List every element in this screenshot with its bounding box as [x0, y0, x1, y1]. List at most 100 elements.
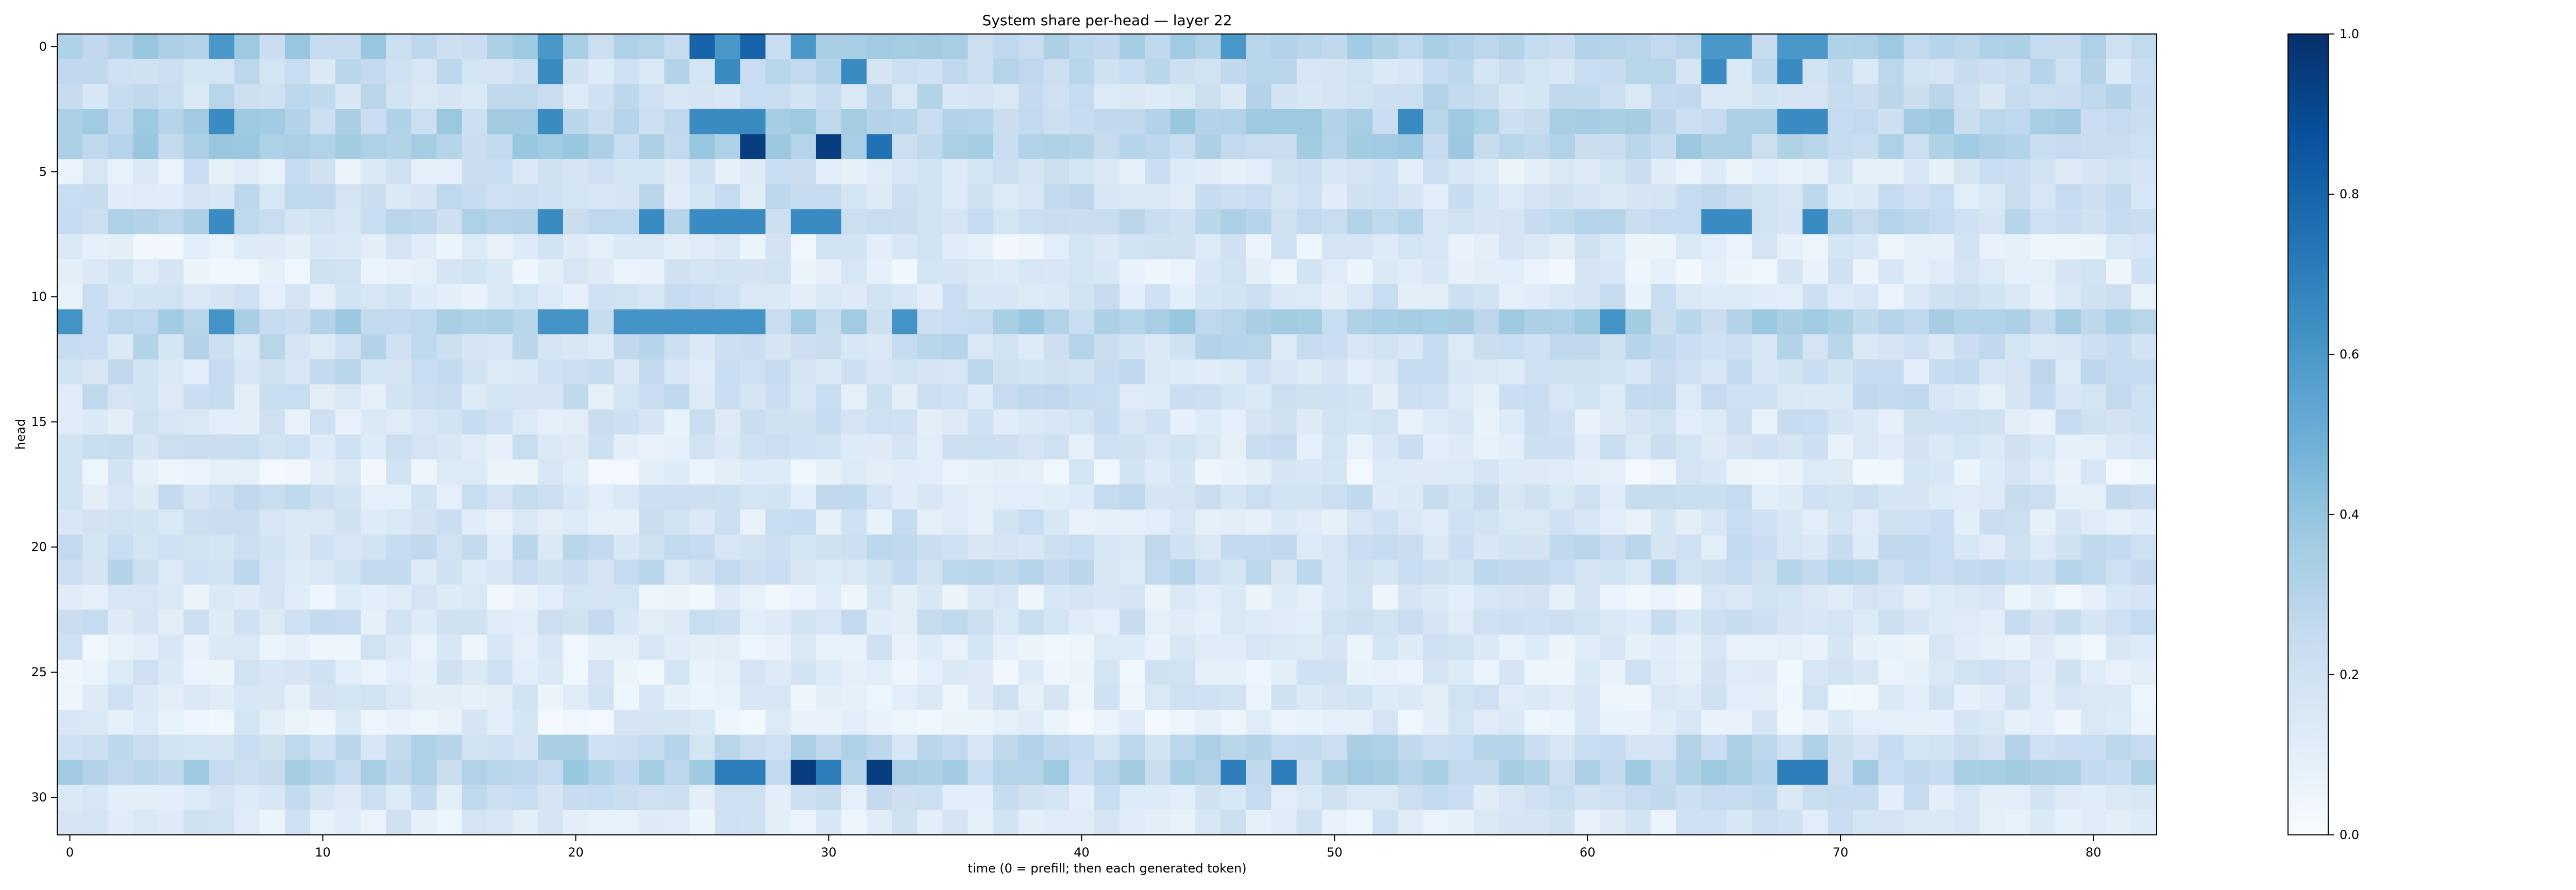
heatmap-cell: [993, 734, 1019, 760]
heatmap-cell: [2005, 635, 2031, 660]
heatmap-cell: [82, 309, 108, 335]
heatmap-cell: [335, 534, 361, 560]
y-tick-label: 10: [31, 289, 47, 304]
heatmap-cell: [740, 659, 766, 686]
heatmap-cell: [234, 609, 260, 635]
heatmap-cell: [537, 609, 564, 635]
heatmap-cell: [765, 585, 791, 610]
heatmap-cell: [1499, 109, 1525, 134]
heatmap-cell: [1954, 659, 1980, 686]
heatmap-cell: [1651, 434, 1676, 460]
heatmap-cell: [689, 784, 716, 810]
heatmap-cell: [82, 710, 108, 735]
heatmap-cell: [1423, 659, 1449, 686]
heatmap-cell: [664, 459, 690, 485]
heatmap-cell: [917, 284, 943, 310]
heatmap-cell: [1853, 209, 1879, 235]
heatmap-cell: [82, 760, 108, 785]
heatmap-cell: [1878, 59, 1904, 84]
heatmap-cell: [108, 409, 133, 435]
heatmap-cell: [2030, 59, 2056, 84]
heatmap-cell: [1018, 509, 1044, 535]
heatmap-cell: [1321, 334, 1348, 360]
heatmap-cell: [689, 184, 716, 210]
heatmap-cell: [335, 284, 361, 310]
heatmap-cell: [1549, 760, 1575, 785]
heatmap-cell: [740, 710, 766, 735]
heatmap-cell: [942, 784, 969, 810]
heatmap-cell: [1018, 109, 1044, 134]
heatmap-cell: [108, 309, 133, 335]
heatmap-cell: [1499, 734, 1525, 760]
heatmap-cell: [1726, 359, 1753, 385]
heatmap-cell: [588, 384, 614, 410]
heatmap-cell: [1296, 659, 1323, 686]
heatmap-cell: [614, 409, 639, 435]
heatmap-cell: [1473, 84, 1500, 110]
heatmap-cell: [487, 159, 513, 185]
heatmap-cell: [1448, 760, 1474, 785]
colorbar-tick-label: 0.2: [2340, 668, 2359, 682]
heatmap-cell: [1726, 585, 1753, 610]
heatmap-cell: [1827, 359, 1854, 385]
heatmap-cell: [614, 760, 639, 785]
colorbar-tick-label: 0.6: [2340, 347, 2359, 362]
heatmap-cell: [1018, 134, 1044, 160]
heatmap-cell: [1954, 209, 1980, 235]
heatmap-cell: [487, 34, 513, 60]
heatmap-cell: [2055, 159, 2081, 185]
heatmap-cell: [183, 109, 210, 134]
heatmap-cell: [968, 684, 994, 710]
heatmap-cell: [1802, 784, 1828, 810]
heatmap-cell: [1398, 59, 1423, 84]
heatmap-cell: [2131, 635, 2157, 660]
heatmap-cell: [537, 484, 564, 510]
heatmap-cell: [82, 810, 108, 835]
heatmap-cell: [1221, 134, 1247, 160]
heatmap-cell: [1954, 459, 1980, 485]
heatmap-cell: [1929, 810, 1955, 835]
heatmap-cell: [1853, 484, 1879, 510]
heatmap-cell: [133, 234, 159, 260]
heatmap-cell: [1321, 609, 1348, 635]
heatmap-cell: [1701, 484, 1727, 510]
heatmap-cell: [968, 434, 994, 460]
heatmap-cell: [1271, 659, 1297, 686]
heatmap-cell: [1524, 684, 1550, 710]
heatmap-cell: [1777, 509, 1803, 535]
heatmap-cell: [335, 59, 361, 84]
heatmap-cell: [942, 34, 969, 60]
heatmap-cell: [57, 284, 83, 310]
heatmap-cell: [1827, 334, 1854, 360]
heatmap-cell: [82, 184, 108, 210]
heatmap-cell: [1726, 159, 1753, 185]
heatmap-cell: [942, 434, 969, 460]
heatmap-cell: [284, 459, 311, 485]
heatmap-cell: [1499, 34, 1525, 60]
heatmap-cell: [942, 534, 969, 560]
heatmap-cell: [1651, 409, 1676, 435]
heatmap-cell: [1524, 384, 1550, 410]
heatmap-cell: [1195, 659, 1222, 686]
heatmap-cell: [133, 559, 159, 585]
heatmap-cell: [284, 184, 311, 210]
heatmap-cell: [1347, 734, 1373, 760]
heatmap-cell: [487, 710, 513, 735]
heatmap-cell: [892, 59, 918, 84]
heatmap-cell: [259, 284, 285, 310]
heatmap-cell: [310, 409, 336, 435]
heatmap-cell: [1372, 284, 1398, 310]
heatmap-cell: [1777, 784, 1803, 810]
heatmap-cell: [2030, 184, 2056, 210]
heatmap-cell: [588, 734, 614, 760]
heatmap-cell: [462, 184, 488, 210]
heatmap-cell: [1423, 284, 1449, 310]
heatmap-cell: [1676, 635, 1702, 660]
heatmap-cell: [2131, 585, 2157, 610]
heatmap-cell: [664, 509, 690, 535]
heatmap-cell: [2055, 484, 2081, 510]
heatmap-cell: [2080, 534, 2107, 560]
heatmap-cell: [715, 459, 741, 485]
heatmap-cell: [284, 359, 311, 385]
heatmap-cell: [689, 159, 716, 185]
